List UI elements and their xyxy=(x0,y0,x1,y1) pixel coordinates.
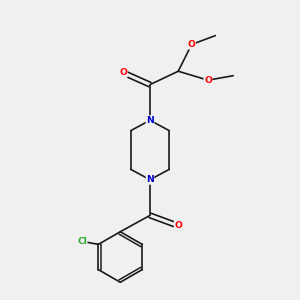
Text: O: O xyxy=(119,68,127,77)
Text: O: O xyxy=(174,221,182,230)
Text: O: O xyxy=(204,76,212,85)
Text: Cl: Cl xyxy=(77,237,87,246)
Text: N: N xyxy=(146,175,154,184)
Text: N: N xyxy=(146,116,154,125)
Text: O: O xyxy=(188,40,196,49)
